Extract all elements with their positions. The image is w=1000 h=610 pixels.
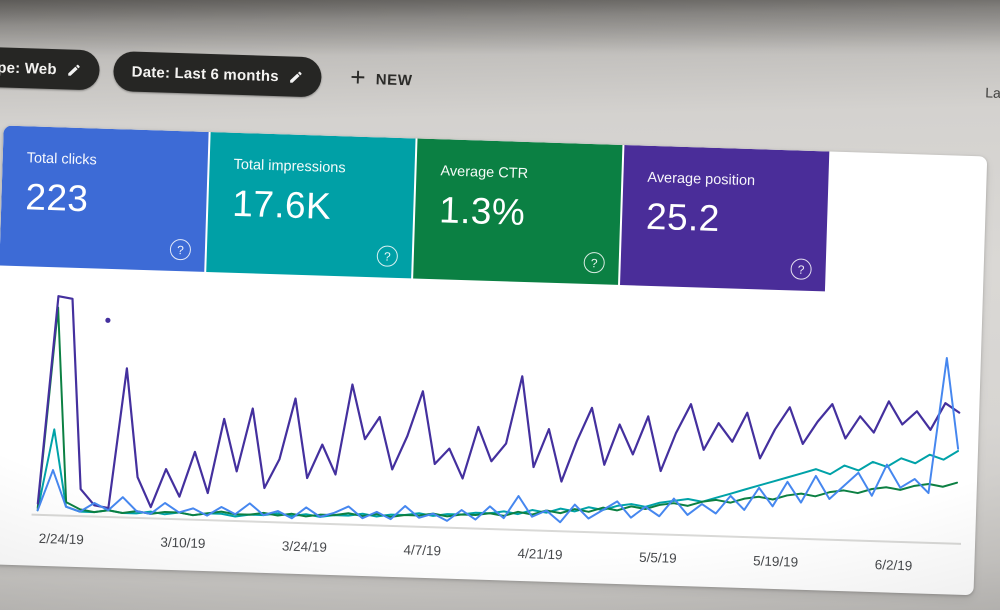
x-tick-label: 5/19/19	[752, 553, 799, 570]
help-icon[interactable]: ?	[790, 258, 812, 280]
metric-card-label: Average CTR	[440, 163, 529, 183]
chart-canvas	[31, 295, 962, 545]
chart-line-ctr	[36, 306, 959, 518]
chart-line-position	[36, 295, 961, 510]
x-tick-label: 4/21/19	[517, 545, 563, 563]
date-filter-chip[interactable]: Date: Last 6 months	[113, 50, 323, 98]
chart-baseline	[31, 513, 962, 545]
x-tick-label: 3/10/19	[160, 534, 206, 552]
new-filter-button[interactable]: NEW	[349, 68, 413, 91]
metric-card-label: Average position	[647, 169, 756, 190]
metric-card-value: 1.3%	[438, 189, 526, 233]
metric-card-value: 25.2	[645, 195, 721, 240]
filter-bar: type: Web Date: Last 6 months NEW	[0, 0, 1000, 120]
x-tick-label: 2/24/19	[38, 530, 85, 548]
date-chip-label: Date: Last 6 months	[131, 63, 280, 85]
metric-card-label: Total clicks	[26, 150, 98, 169]
plus-icon	[349, 68, 367, 90]
help-icon[interactable]: ?	[376, 245, 399, 267]
chart-line-impressions	[36, 428, 960, 518]
metric-card-value: 223	[24, 176, 90, 220]
performance-panel: Total clicks 223 ? Total impressions 17.…	[0, 125, 988, 596]
metric-card-label: Total impressions	[233, 156, 346, 177]
search-type-filter-chip[interactable]: type: Web	[0, 46, 101, 91]
metric-card[interactable]: Total impressions 17.6K ?	[206, 132, 416, 279]
metric-card[interactable]: Average position 25.2 ?	[620, 145, 830, 292]
search-type-chip-label: type: Web	[0, 58, 58, 78]
x-tick-label: 5/5/19	[638, 549, 677, 566]
new-button-label: NEW	[375, 70, 413, 89]
metric-card[interactable]: Average CTR 1.3% ?	[413, 138, 623, 285]
edit-pencil-icon	[66, 62, 81, 77]
help-icon[interactable]: ?	[583, 251, 606, 274]
performance-chart[interactable]	[0, 265, 983, 552]
truncated-right-text: La	[985, 84, 1000, 101]
metric-card-value: 17.6K	[231, 182, 332, 227]
chart-line-clicks	[36, 356, 960, 524]
help-icon[interactable]: ?	[169, 238, 192, 261]
chart-isolated-point	[105, 317, 111, 323]
x-tick-label: 4/7/19	[403, 542, 442, 559]
x-tick-label: 6/2/19	[874, 557, 913, 574]
edit-pencil-icon	[289, 69, 304, 84]
metric-card[interactable]: Total clicks 223 ?	[0, 125, 209, 272]
x-tick-label: 3/24/19	[281, 538, 328, 555]
